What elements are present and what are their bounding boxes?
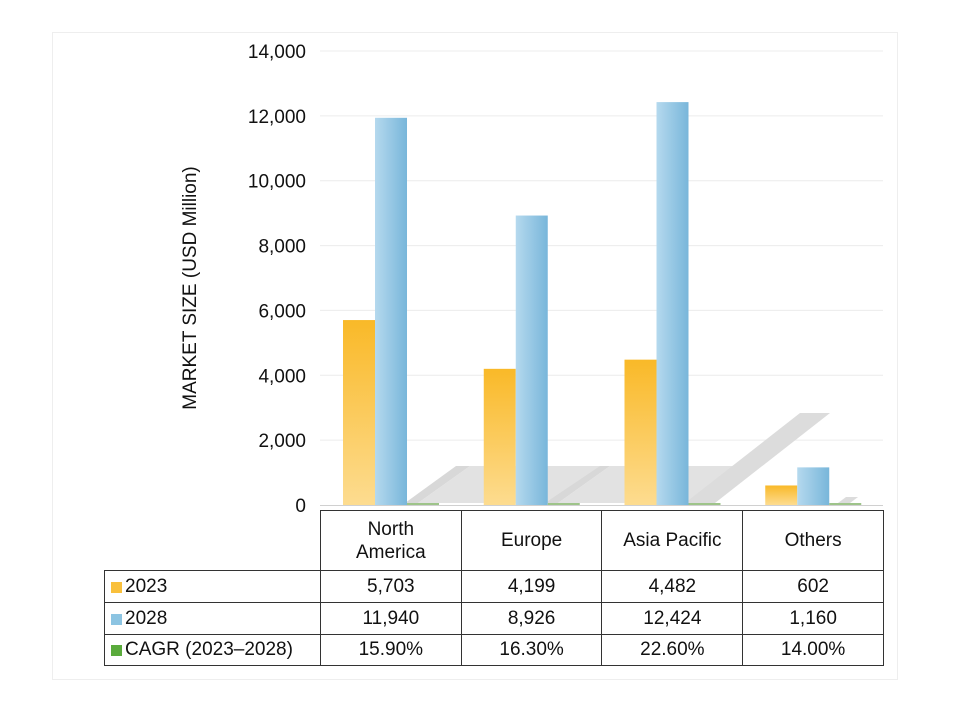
cagr-shadow: [405, 466, 470, 503]
bar-2028-2: [656, 102, 689, 506]
data-label: 8,926: [460, 602, 603, 635]
data-label: 4,199: [460, 570, 603, 603]
table-row-cagr: CAGR (2023–2028) 15.90% 16.30% 22.60% 14…: [104, 634, 884, 666]
cagr-shadow: [545, 466, 610, 503]
cagr-shadow: [838, 497, 858, 503]
category-label: Europe: [460, 510, 603, 571]
y-tick-label: 14,000: [248, 42, 306, 63]
legend-entry-cagr: CAGR (2023–2028): [104, 634, 321, 666]
legend-entry-2028: 2028: [104, 602, 321, 635]
bar-cagr-3: [829, 503, 862, 505]
bar-2028-3: [797, 467, 830, 505]
data-label: 1,160: [742, 602, 884, 635]
data-label: 15.90%: [319, 634, 462, 666]
data-label: 5,703: [319, 570, 462, 603]
data-label: 4,482: [601, 570, 744, 603]
table-row-2023: 2023 5,703 4,199 4,482 602: [104, 570, 884, 603]
bar-cagr-1: [547, 503, 580, 505]
data-label: 602: [742, 570, 884, 603]
legend-entry-2023: 2023: [104, 570, 321, 603]
y-axis-label: MARKET SIZE (USD Million): [180, 166, 201, 410]
y-tick-label: 10,000: [248, 172, 306, 193]
y-tick-label: 4,000: [258, 366, 306, 387]
data-label: 11,940: [319, 602, 462, 635]
y-tick-label: 12,000: [248, 107, 306, 128]
category-label: Asia Pacific: [601, 510, 744, 571]
category-label: North America: [319, 510, 462, 571]
y-tick-label: 6,000: [258, 301, 306, 322]
data-label: 12,424: [601, 602, 744, 635]
bar-2023-1: [483, 368, 516, 505]
bar-cagr-0: [407, 503, 439, 505]
bar-2028-1: [515, 215, 548, 505]
table-corner: [104, 510, 321, 571]
data-label: 22.60%: [601, 634, 744, 666]
data-label: 14.00%: [742, 634, 884, 666]
data-table: North America Europe Asia Pacific Others…: [104, 510, 884, 666]
bar-2023-0: [343, 320, 375, 505]
y-tick-label: 8,000: [258, 237, 306, 258]
bar-2023-2: [624, 359, 657, 505]
bar-2028-0: [375, 117, 407, 505]
table-header-row: North America Europe Asia Pacific Others: [104, 510, 884, 571]
data-label: 16.30%: [460, 634, 603, 666]
bar-2023-3: [765, 485, 798, 505]
legend-swatch-2023: [111, 581, 122, 593]
y-tick-label: 0: [295, 496, 306, 517]
legend-swatch-cagr: [111, 645, 122, 656]
category-label: Others: [742, 510, 884, 571]
bar-cagr-2: [688, 503, 721, 505]
cagr-shadow: [685, 413, 830, 503]
y-tick-label: 2,000: [258, 431, 306, 452]
table-row-2028: 2028 11,940 8,926 12,424 1,160: [104, 602, 884, 635]
chart-frame: [52, 32, 898, 680]
legend-swatch-2028: [111, 613, 122, 625]
